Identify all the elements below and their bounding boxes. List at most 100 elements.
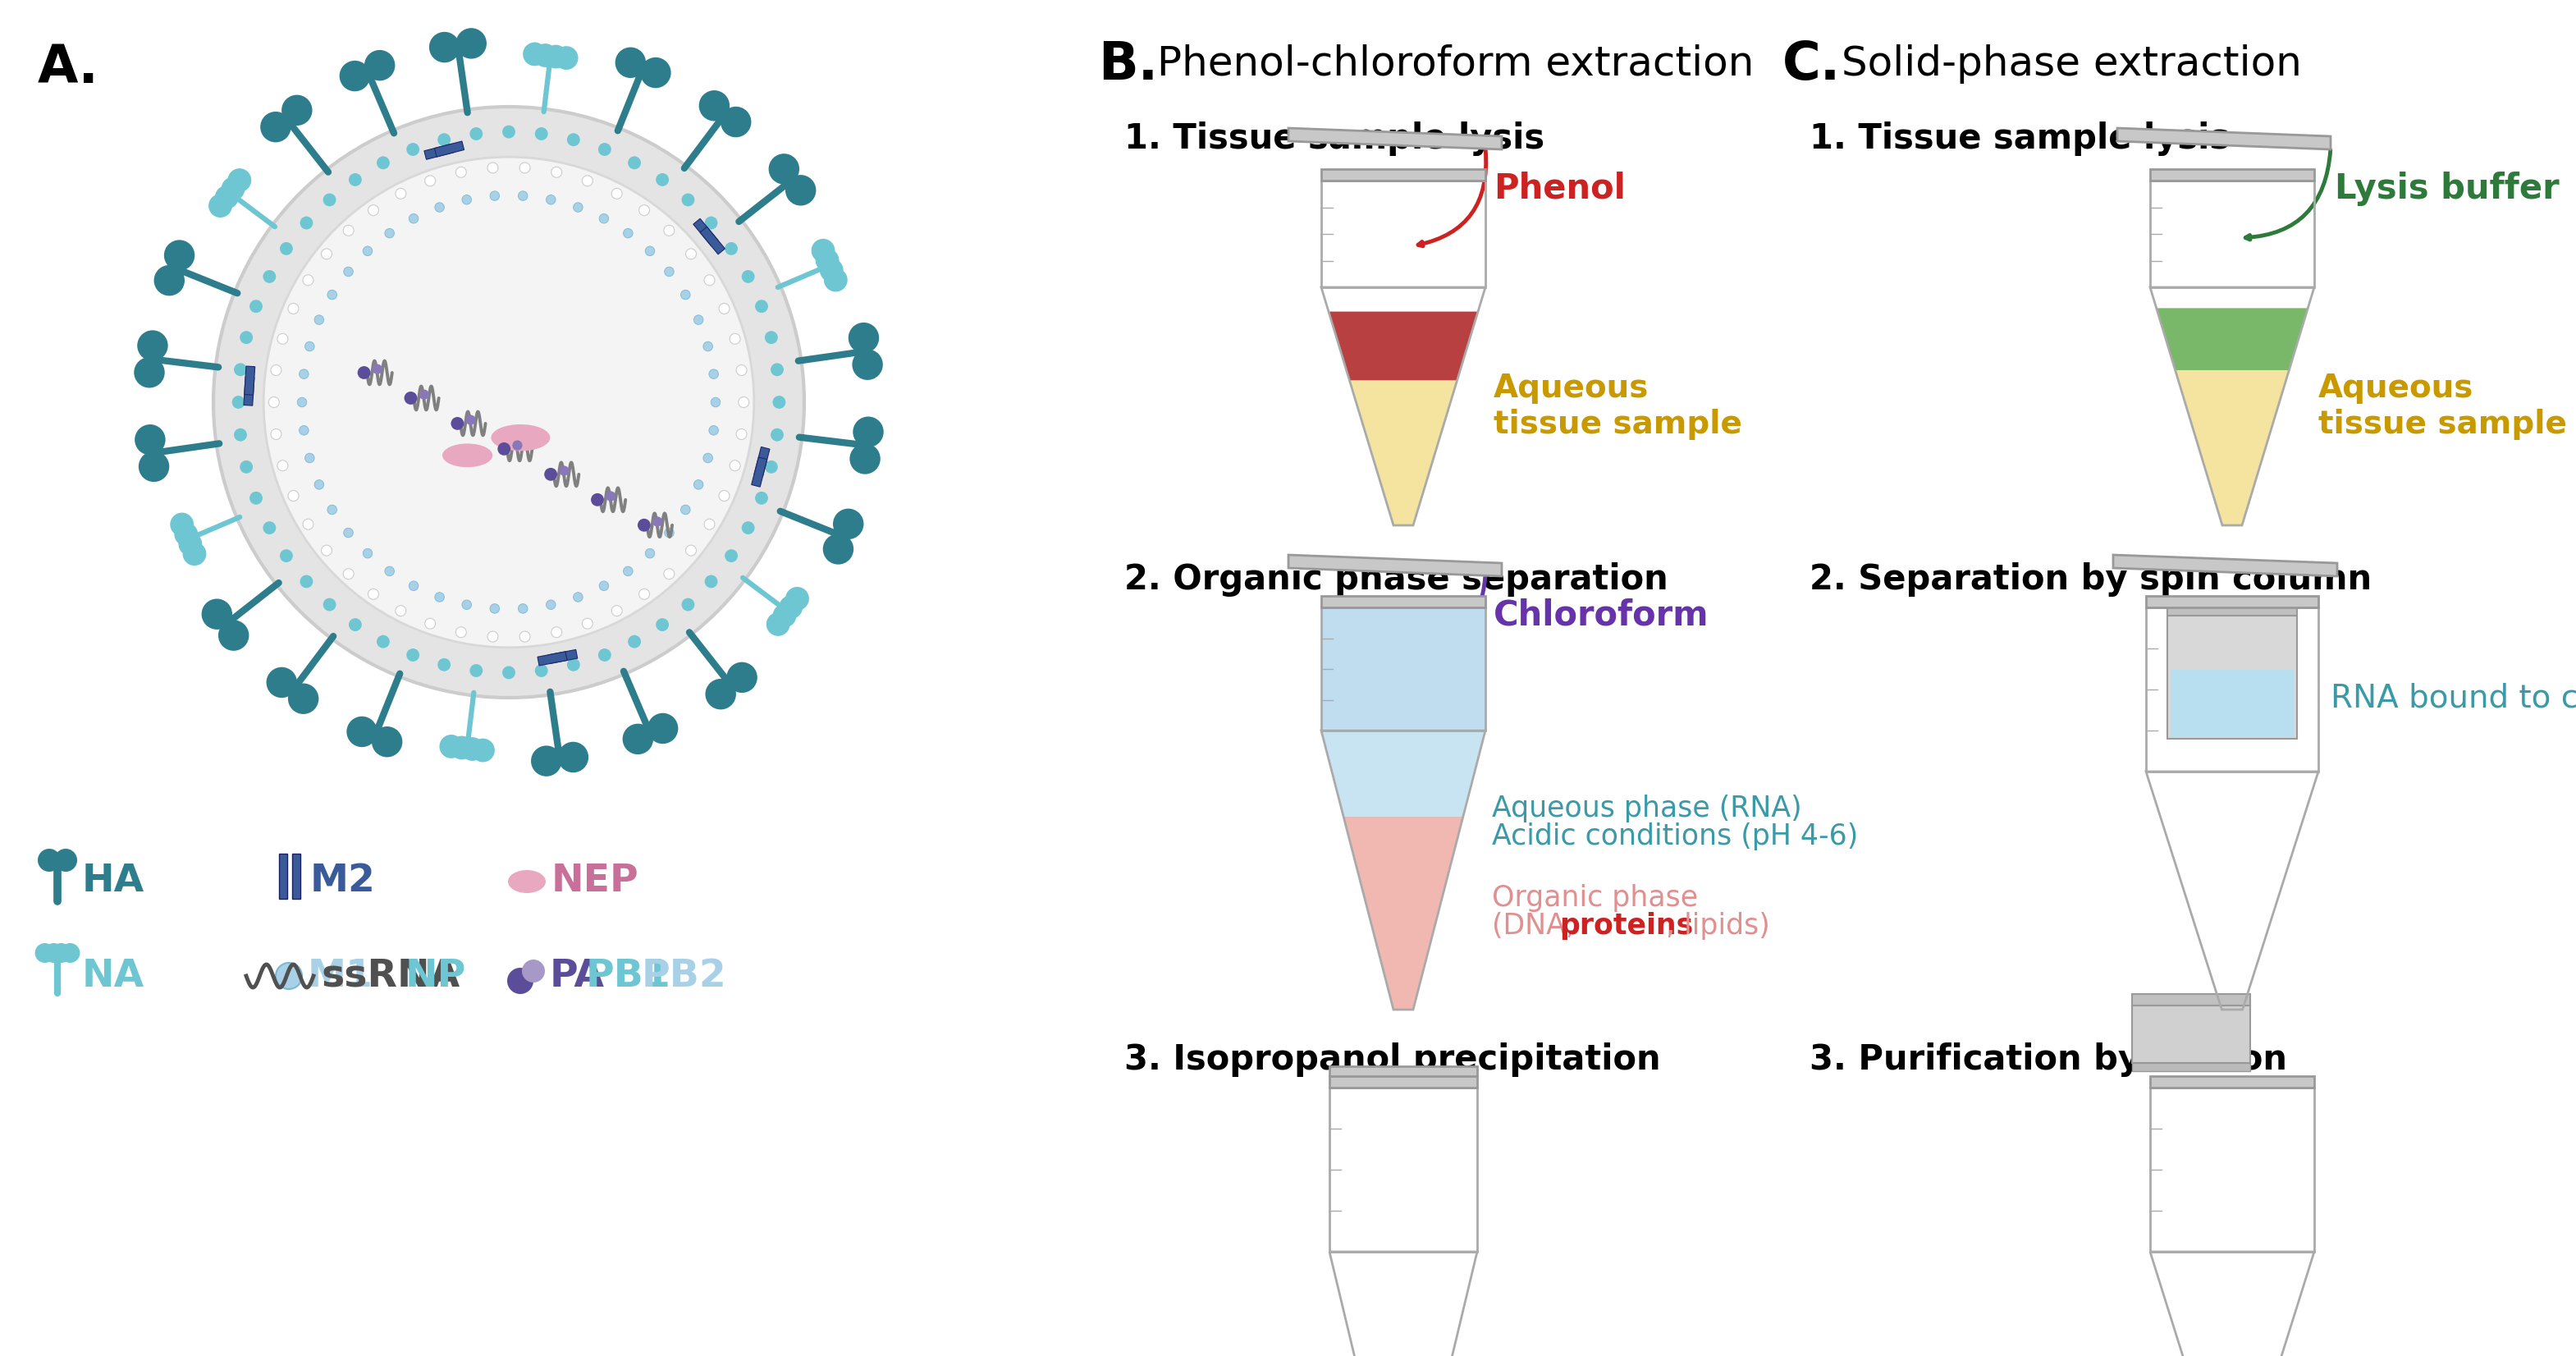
- Circle shape: [281, 549, 294, 563]
- Text: Lysis buffer: Lysis buffer: [2334, 172, 2561, 206]
- Circle shape: [39, 849, 62, 872]
- Circle shape: [536, 127, 549, 140]
- Circle shape: [739, 397, 750, 408]
- Circle shape: [438, 658, 451, 671]
- Circle shape: [546, 195, 556, 205]
- Circle shape: [268, 397, 278, 408]
- Circle shape: [374, 363, 381, 374]
- Circle shape: [343, 568, 353, 579]
- Circle shape: [598, 142, 611, 156]
- Text: NEP: NEP: [551, 864, 639, 900]
- Bar: [245, 366, 255, 395]
- Bar: [2172, 670, 2293, 738]
- Circle shape: [466, 415, 477, 424]
- Circle shape: [590, 494, 603, 506]
- Bar: [278, 854, 289, 899]
- Polygon shape: [1288, 555, 1502, 576]
- Circle shape: [657, 618, 670, 632]
- Circle shape: [523, 42, 546, 66]
- Polygon shape: [1321, 731, 1486, 1010]
- Text: Solid-phase extraction: Solid-phase extraction: [1842, 45, 2303, 84]
- Circle shape: [765, 331, 778, 344]
- Circle shape: [299, 426, 309, 435]
- Circle shape: [708, 369, 719, 378]
- Circle shape: [410, 582, 417, 591]
- Circle shape: [281, 243, 294, 255]
- Polygon shape: [2146, 772, 2318, 1010]
- Circle shape: [376, 635, 389, 648]
- Text: Aqueous phase (RNA): Aqueous phase (RNA): [1492, 795, 1801, 823]
- Circle shape: [451, 418, 464, 430]
- Circle shape: [706, 575, 719, 589]
- Circle shape: [639, 589, 649, 599]
- Bar: [2133, 994, 2251, 1006]
- Circle shape: [773, 603, 796, 628]
- Bar: [1321, 170, 1486, 180]
- Circle shape: [410, 214, 417, 224]
- Bar: [2146, 595, 2318, 607]
- Text: RNA bound to column: RNA bound to column: [2331, 682, 2576, 713]
- Bar: [1329, 1066, 1476, 1077]
- Circle shape: [729, 334, 739, 344]
- Circle shape: [652, 517, 662, 526]
- Circle shape: [456, 626, 466, 637]
- Circle shape: [520, 632, 531, 641]
- Circle shape: [299, 575, 312, 589]
- Circle shape: [438, 133, 451, 146]
- Circle shape: [461, 195, 471, 205]
- Circle shape: [848, 323, 878, 353]
- Circle shape: [340, 61, 371, 91]
- Circle shape: [644, 549, 654, 559]
- Text: PA: PA: [549, 957, 605, 994]
- Circle shape: [348, 716, 376, 747]
- Text: NA: NA: [82, 957, 144, 994]
- Circle shape: [289, 491, 299, 502]
- Ellipse shape: [507, 871, 546, 894]
- Text: PB2: PB2: [641, 957, 726, 994]
- Circle shape: [343, 225, 353, 236]
- Circle shape: [693, 480, 703, 490]
- Polygon shape: [1321, 287, 1486, 525]
- Circle shape: [304, 453, 314, 462]
- Text: Acidic conditions (pH 4-6): Acidic conditions (pH 4-6): [1492, 823, 1857, 850]
- Circle shape: [263, 270, 276, 283]
- Circle shape: [554, 46, 577, 69]
- Circle shape: [270, 428, 281, 439]
- Circle shape: [683, 194, 696, 206]
- Circle shape: [265, 667, 296, 698]
- Circle shape: [440, 735, 464, 758]
- Circle shape: [773, 396, 786, 408]
- Circle shape: [770, 363, 783, 376]
- Circle shape: [680, 290, 690, 300]
- Circle shape: [299, 369, 309, 378]
- Circle shape: [665, 527, 675, 537]
- Circle shape: [755, 300, 768, 313]
- Circle shape: [170, 513, 193, 536]
- Circle shape: [600, 582, 608, 591]
- Polygon shape: [1345, 816, 1463, 1010]
- Polygon shape: [2112, 555, 2336, 576]
- Text: M2: M2: [309, 864, 376, 900]
- Circle shape: [314, 480, 325, 490]
- Circle shape: [719, 304, 729, 315]
- Circle shape: [778, 595, 804, 618]
- Bar: [2151, 170, 2313, 180]
- Circle shape: [582, 175, 592, 186]
- Polygon shape: [2174, 370, 2290, 525]
- Bar: [549, 650, 577, 663]
- Circle shape: [657, 174, 670, 186]
- Circle shape: [232, 396, 245, 408]
- Circle shape: [489, 191, 500, 201]
- Circle shape: [155, 264, 185, 296]
- Circle shape: [598, 648, 611, 662]
- Circle shape: [786, 175, 817, 206]
- Circle shape: [52, 944, 72, 963]
- Circle shape: [611, 188, 623, 199]
- Circle shape: [358, 366, 371, 380]
- Circle shape: [461, 738, 484, 761]
- Text: M1: M1: [307, 957, 374, 994]
- Circle shape: [327, 504, 337, 514]
- Circle shape: [786, 587, 809, 610]
- Circle shape: [567, 133, 580, 146]
- Polygon shape: [2156, 308, 2308, 370]
